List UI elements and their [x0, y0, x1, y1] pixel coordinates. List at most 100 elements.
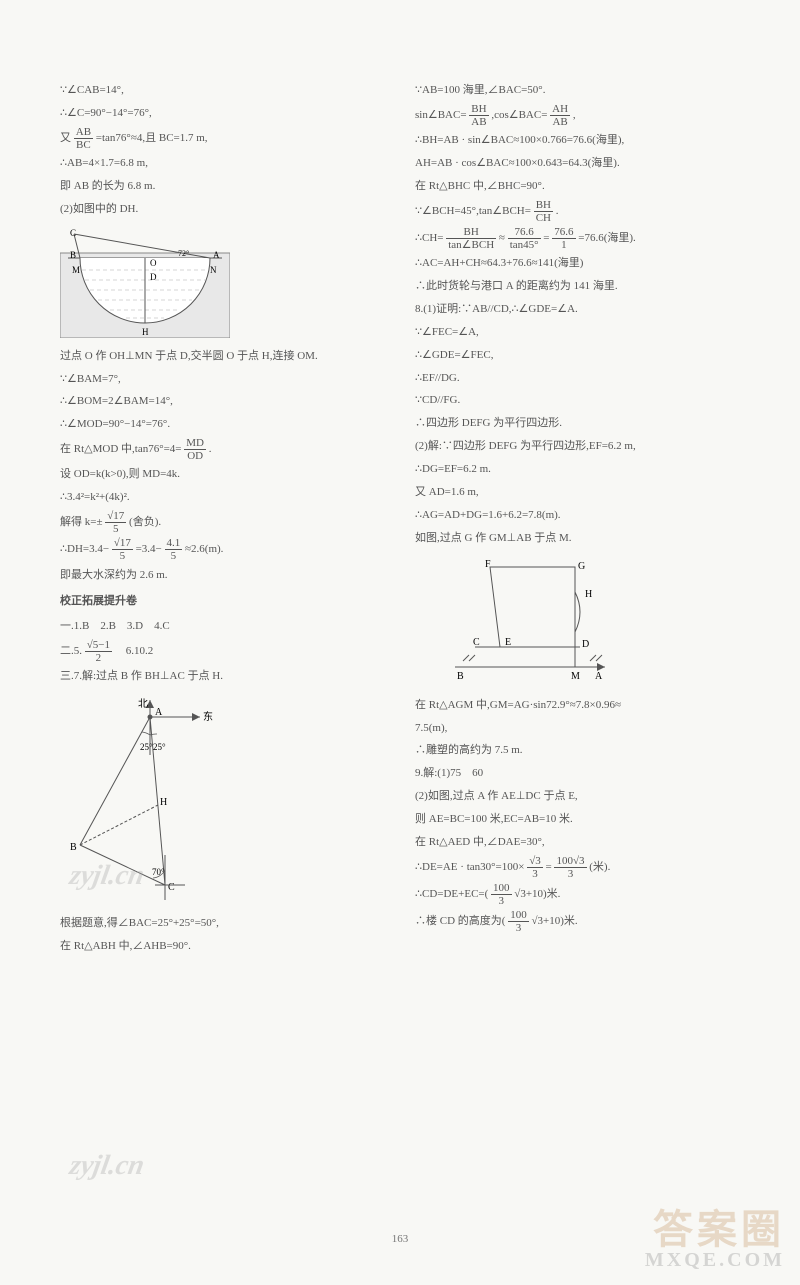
text-line: ∴雕塑的高约为 7.5 m. — [415, 740, 740, 761]
svg-text:东: 东 — [203, 710, 213, 723]
text-line: 在 Rt△BHC 中,∠BHC=90°. — [415, 176, 740, 197]
text: =76.6(海里). — [578, 232, 636, 244]
text-line: ∴AC=AH+CH≈64.3+76.6≈141(海里) — [415, 253, 740, 274]
text-line: (2)解:∵四边形 DEFG 为平行四边形,EF=6.2 m, — [415, 436, 740, 457]
text: ∴DE=AE · tan30°=100× — [415, 861, 524, 873]
fraction: 4.15 — [165, 537, 183, 562]
svg-text:北: 北 — [138, 698, 148, 710]
fraction: √175 — [112, 537, 133, 562]
svg-text:H: H — [585, 589, 592, 600]
fraction: MDOD — [184, 437, 206, 462]
left-column: ∵∠CAB=14°, ∴∠C=90°−14°=76°, 又 ABBC =tan7… — [60, 80, 385, 959]
text-line: 又 AD=1.6 m, — [415, 482, 740, 503]
text: . — [556, 205, 559, 217]
fraction: 1003 — [508, 909, 529, 934]
svg-text:A: A — [595, 671, 603, 682]
parallelogram-diagram: F G H C E D B M A — [445, 557, 740, 687]
text-line: ∵AB=100 海里,∠BAC=50°. — [415, 80, 740, 101]
text: 解得 k=± — [60, 516, 103, 528]
text-line: 解得 k=± √175 (舍负). — [60, 510, 385, 535]
svg-text:25°: 25° — [153, 742, 166, 752]
text-line: ∵∠BAM=7°, — [60, 369, 385, 390]
text-line: 三.7.解:过点 B 作 BH⊥AC 于点 H. — [60, 666, 385, 687]
text: (舍负). — [129, 516, 161, 528]
svg-text:M: M — [571, 671, 580, 682]
text-line: 根据题意,得∠BAC=25°+25°=50°, — [60, 913, 385, 934]
svg-text:25°: 25° — [140, 742, 153, 752]
text-line: 二.5. √5−12 6.10.2 — [60, 639, 385, 664]
text-line: ∴∠C=90°−14°=76°, — [60, 103, 385, 124]
text-line: (2)如图中的 DH. — [60, 199, 385, 220]
text: ∴DH=3.4− — [60, 543, 109, 555]
text-line: ∵∠BCH=45°,tan∠BCH= BHCH . — [415, 199, 740, 224]
text: ,cos∠BAC= — [491, 109, 547, 121]
text-line: 即最大水深约为 2.6 m. — [60, 565, 385, 586]
svg-text:D: D — [582, 639, 589, 650]
svg-text:B: B — [457, 671, 464, 682]
text-line: ∵∠CAB=14°, — [60, 80, 385, 101]
svg-text:A: A — [213, 250, 220, 260]
text-line: 设 OD=k(k>0),则 MD=4k. — [60, 464, 385, 485]
content-columns: ∵∠CAB=14°, ∴∠C=90°−14°=76°, 又 ABBC =tan7… — [60, 80, 740, 959]
text-line: ∴楼 CD 的高度为( 1003 √3+10)米. — [415, 909, 740, 934]
text: 在 Rt△MOD 中,tan76°=4= — [60, 443, 182, 455]
text-line: ∴此时货轮与港口 A 的距离约为 141 海里. — [415, 276, 740, 297]
compass-diagram: 北 东 A H B C 25° 25° 70° — [60, 695, 385, 905]
page-number: 163 — [0, 1233, 800, 1245]
text: ∴CD=DE+EC=( — [415, 888, 488, 900]
text-line: ∴∠GDE=∠FEC, — [415, 345, 740, 366]
text-line: 在 Rt△MOD 中,tan76°=4= MDOD . — [60, 437, 385, 462]
text-line: ∴∠MOD=90°−14°=76°. — [60, 414, 385, 435]
text: sin∠BAC= — [415, 109, 467, 121]
text-line: 如图,过点 G 作 GM⊥AB 于点 M. — [415, 528, 740, 549]
fraction: √33 — [527, 855, 543, 880]
svg-text:M: M — [72, 265, 80, 275]
text-line: ∴CH= BHtan∠BCH ≈ 76.6tan45° = 76.61 =76.… — [415, 226, 740, 251]
svg-text:H: H — [160, 797, 167, 808]
watermark: zyjl.cn — [67, 1150, 147, 1182]
text: 6.10.2 — [115, 645, 154, 657]
text: √3+10)米. — [531, 915, 577, 927]
fraction: AHAB — [550, 103, 570, 128]
text: ≈2.6(m). — [185, 543, 223, 555]
text-line: sin∠BAC= BHAB ,cos∠BAC= AHAB , — [415, 103, 740, 128]
text-line: 在 Rt△ABH 中,∠AHB=90°. — [60, 936, 385, 957]
text: ≈ — [499, 232, 505, 244]
text: ∴楼 CD 的高度为( — [415, 915, 505, 927]
text-line: ∴DH=3.4− √175 =3.4− 4.15 ≈2.6(m). — [60, 537, 385, 562]
text-line: ∴3.4²=k²+(4k)². — [60, 487, 385, 508]
fraction: 1003 — [491, 882, 512, 907]
svg-text:E: E — [505, 637, 511, 648]
fraction: 76.61 — [552, 226, 575, 251]
text-line: 在 Rt△AED 中,∠DAE=30°, — [415, 832, 740, 853]
text-line: 在 Rt△AGM 中,GM=AG·sin72.9°≈7.8×0.96≈ — [415, 695, 740, 716]
text: 二.5. — [60, 645, 82, 657]
svg-text:G: G — [578, 561, 585, 572]
text: = — [545, 861, 551, 873]
text-line: ∴BH=AB · sin∠BAC≈100×0.766=76.6(海里), — [415, 130, 740, 151]
text-line: 又 ABBC =tan76°≈4,且 BC=1.7 m, — [60, 126, 385, 151]
semicircle-diagram: C B M N O A D H 72° — [60, 228, 385, 338]
text-line: ∴DG=EF=6.2 m. — [415, 459, 740, 480]
svg-text:N: N — [210, 265, 217, 275]
text-line: 8.(1)证明:∵AB//CD,∴∠GDE=∠A. — [415, 299, 740, 320]
text: ∵∠BCH=45°,tan∠BCH= — [415, 205, 531, 217]
text-line: (2)如图,过点 A 作 AE⊥DC 于点 E, — [415, 786, 740, 807]
svg-text:D: D — [150, 272, 157, 282]
text-line: ∴EF//DG. — [415, 368, 740, 389]
text-line: ∴四边形 DEFG 为平行四边形. — [415, 413, 740, 434]
svg-text:F: F — [485, 559, 491, 570]
fraction: 76.6tan45° — [508, 226, 541, 251]
text: =tan76°≈4,且 BC=1.7 m, — [96, 132, 208, 144]
text: , — [573, 109, 576, 121]
text: . — [209, 443, 212, 455]
text-line: ∵∠FEC=∠A, — [415, 322, 740, 343]
text: 又 — [60, 132, 71, 144]
text-line: ∴AB=4×1.7=6.8 m, — [60, 153, 385, 174]
svg-text:70°: 70° — [152, 867, 165, 877]
text-line: 7.5(m), — [415, 718, 740, 739]
fraction: BHtan∠BCH — [446, 226, 496, 251]
text-line: 9.解:(1)75 60 — [415, 763, 740, 784]
text-line: 则 AE=BC=100 米,EC=AB=10 米. — [415, 809, 740, 830]
fraction: BHAB — [469, 103, 488, 128]
